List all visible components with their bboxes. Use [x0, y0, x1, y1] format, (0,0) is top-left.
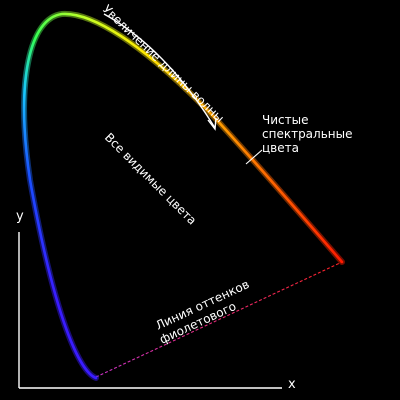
spectral-leader-line: [245, 149, 263, 165]
wavelength-arrow-head: [207, 117, 217, 131]
x-axis-label: x: [288, 377, 296, 392]
line-of-purples: [95, 261, 343, 378]
y-axis-label: y: [16, 209, 24, 224]
pure-spectral-caption-line-2: спектральные: [262, 127, 352, 141]
pure-spectral-caption-line-3: цвета: [262, 141, 299, 155]
all-visible-colors-caption: Все видимые цвета: [102, 130, 199, 227]
wavelength-arrow: [103, 13, 216, 129]
pure-spectral-caption-line-1: Чистые: [262, 113, 308, 127]
wavelength-increase-caption: Увеличение длины волны: [100, 2, 227, 125]
spectral-locus: [22, 12, 344, 380]
